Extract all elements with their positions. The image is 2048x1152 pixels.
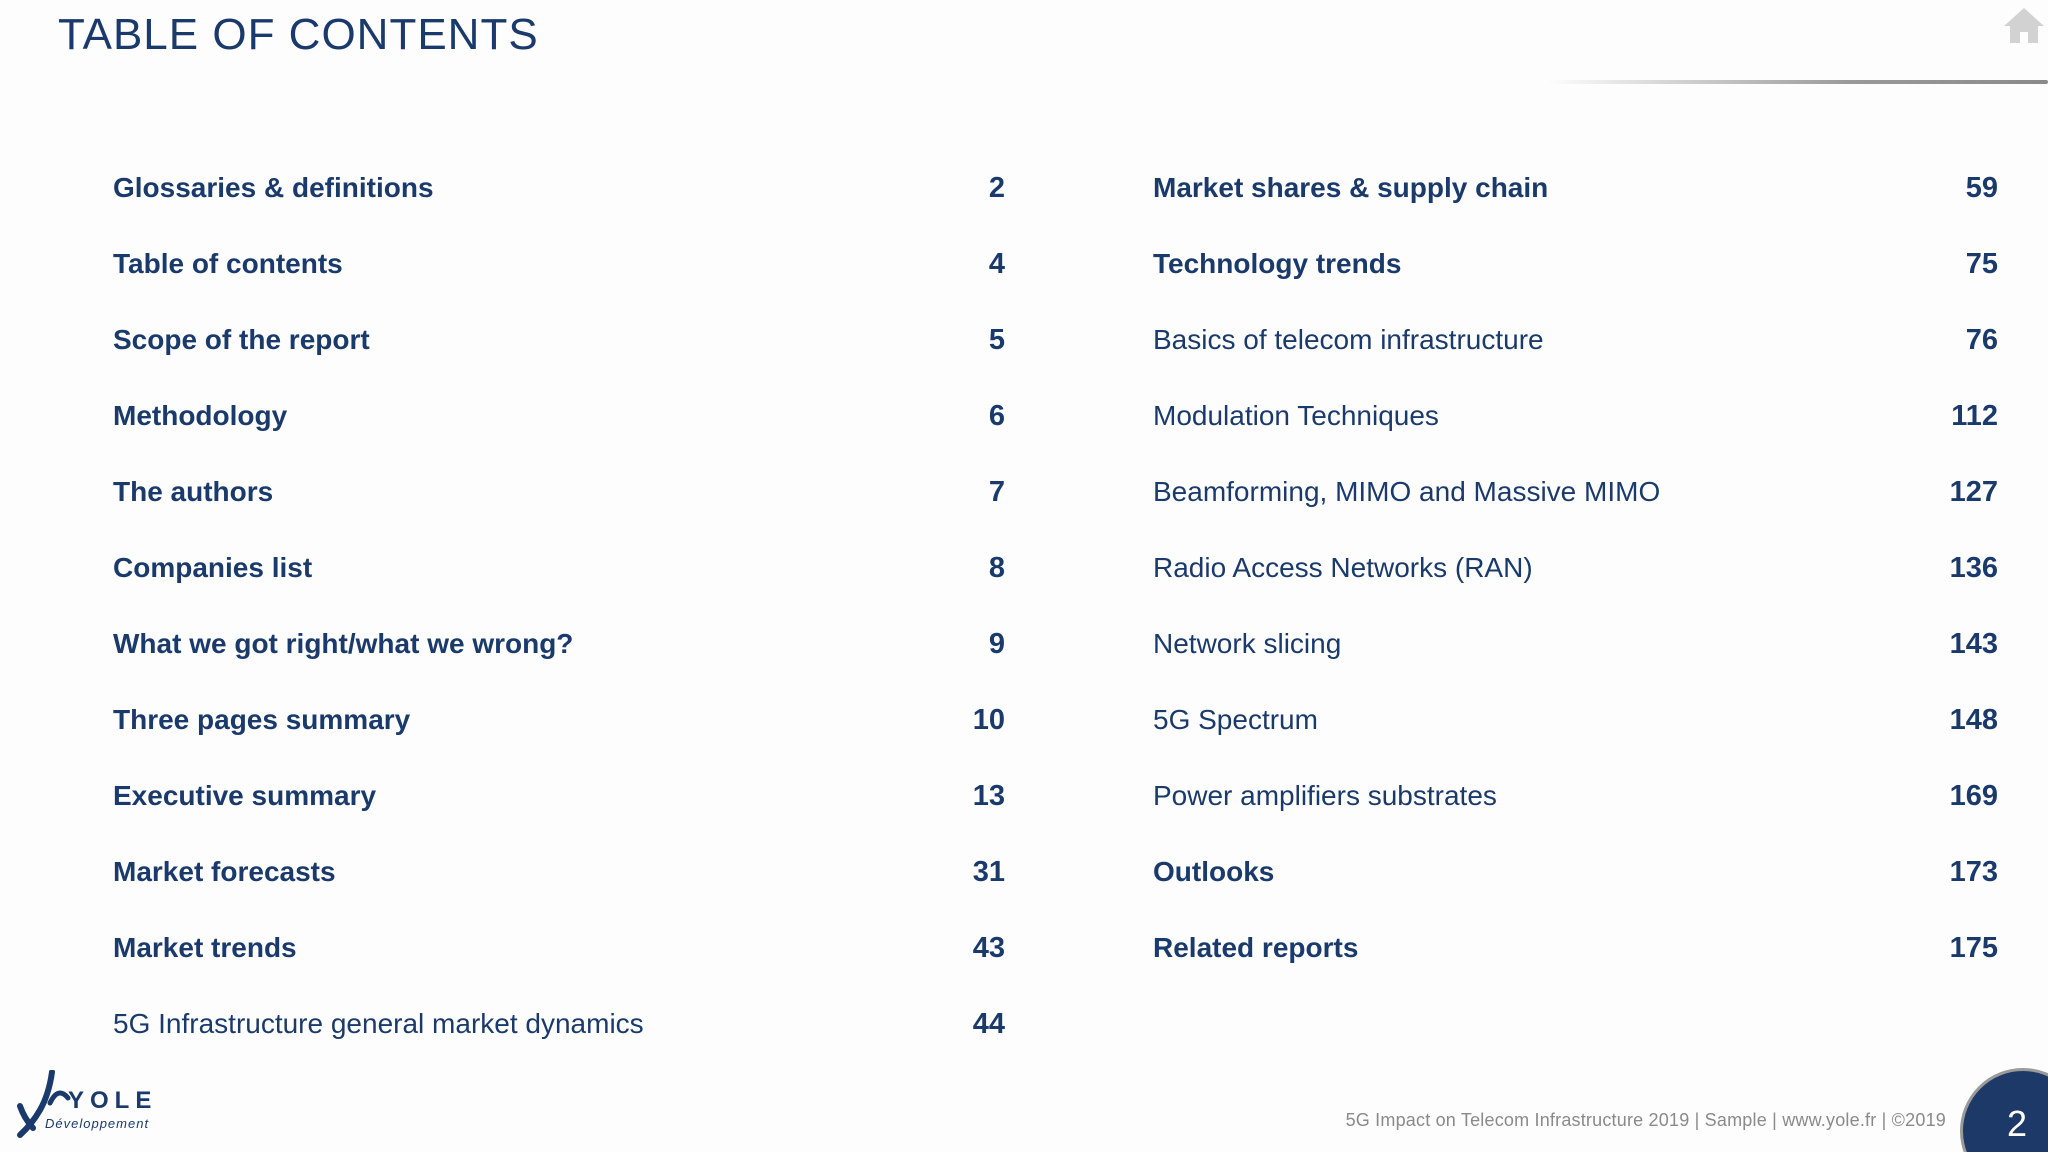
toc-entry[interactable]: Technology trends 75: [1153, 226, 1998, 302]
toc-entry-label: Methodology: [113, 400, 288, 431]
toc-entry-label: 5G Infrastructure general market dynamic…: [113, 1008, 644, 1039]
toc-entry-page: 148: [1949, 703, 1998, 736]
toc-entry-page: 6: [988, 399, 1005, 432]
toc-entry[interactable]: Network slicing 143: [1153, 606, 1998, 682]
toc-entry[interactable]: Related reports 175: [1153, 910, 1998, 986]
toc-entry[interactable]: Executive summary 13: [113, 758, 1005, 834]
toc-entry[interactable]: Basics of telecom infrastructure 76: [1153, 302, 1998, 378]
toc-entry-page: 8: [988, 551, 1005, 584]
toc-entry[interactable]: 5G Spectrum 148: [1153, 682, 1998, 758]
toc-entry[interactable]: Three pages summary 10: [113, 682, 1005, 758]
toc-entry-page: 143: [1949, 627, 1998, 660]
toc-entry[interactable]: Power amplifiers substrates 169: [1153, 758, 1998, 834]
toc-entry[interactable]: Beamforming, MIMO and Massive MIMO 127: [1153, 454, 1998, 530]
toc-entry-page: 5: [988, 323, 1005, 356]
toc-entry[interactable]: Companies list 8: [113, 530, 1005, 606]
toc-entry-page: 4: [988, 247, 1005, 280]
toc-entry[interactable]: Outlooks 173: [1153, 834, 1998, 910]
toc-entry[interactable]: Market trends 43: [113, 910, 1005, 986]
yole-logo-mark: [17, 1070, 71, 1138]
toc-entry-label: Market forecasts: [113, 856, 336, 887]
toc-entry-page: 44: [972, 1007, 1005, 1040]
toc-entry[interactable]: Market forecasts 31: [113, 834, 1005, 910]
page-number-badge: 2: [1960, 1068, 2048, 1152]
toc-column-right: Market shares & supply chain 59 Technolo…: [1153, 150, 1998, 986]
toc-entry-page: 7: [988, 475, 1005, 508]
page-title: TABLE OF CONTENTS: [58, 10, 539, 59]
toc-entry-page: 175: [1949, 931, 1998, 964]
toc-entry-label: Technology trends: [1153, 248, 1402, 279]
toc-entry-page: 59: [1965, 171, 1998, 204]
toc-entry[interactable]: Glossaries & definitions 2: [113, 150, 1005, 226]
toc-entry[interactable]: Modulation Techniques 112: [1153, 378, 1998, 454]
toc-entry-page: 136: [1949, 551, 1998, 584]
toc-entry-label: What we got right/what we wrong?: [113, 628, 574, 659]
toc-entry-label: The authors: [113, 476, 274, 507]
toc-entry-label: Power amplifiers substrates: [1153, 780, 1497, 811]
toc-entry[interactable]: The authors 7: [113, 454, 1005, 530]
toc-entry-page: 112: [1951, 399, 1998, 432]
toc-entry-label: Radio Access Networks (RAN): [1153, 552, 1533, 583]
footer-report-info: 5G Impact on Telecom Infrastructure 2019…: [1345, 1110, 1946, 1130]
toc-entry-page: 2: [988, 171, 1005, 204]
toc-entry-label: Network slicing: [1153, 628, 1342, 659]
toc-entry-label: Market trends: [113, 932, 297, 963]
toc-entry-label: Companies list: [113, 552, 313, 583]
toc-entry[interactable]: Methodology 6: [113, 378, 1005, 454]
toc-entry-label: Executive summary: [113, 780, 377, 811]
page-number: 2: [2006, 1103, 2028, 1144]
toc-entry-label: Beamforming, MIMO and Massive MIMO: [1153, 476, 1661, 507]
toc-entry[interactable]: Radio Access Networks (RAN) 136: [1153, 530, 1998, 606]
toc-entry-label: Modulation Techniques: [1153, 400, 1439, 431]
toc-entry-page: 9: [988, 627, 1005, 660]
toc-entry-label: Outlooks: [1153, 856, 1275, 887]
toc-entry-label: Glossaries & definitions: [113, 172, 434, 203]
toc-entry-page: 13: [972, 779, 1005, 812]
yole-logo-subtitle: Développement: [45, 1116, 149, 1131]
toc-entry-label: Scope of the report: [113, 324, 370, 355]
yole-logo-name: YOLE: [68, 1087, 157, 1114]
toc-entry-page: 76: [1965, 323, 1998, 356]
toc-entry-label: Related reports: [1153, 932, 1359, 963]
toc-entry-label: Basics of telecom infrastructure: [1153, 324, 1544, 355]
toc-entry[interactable]: 5G Infrastructure general market dynamic…: [113, 986, 1005, 1062]
toc-entry-page: 10: [972, 703, 1005, 736]
toc-entry-label: Three pages summary: [113, 704, 411, 735]
header-divider: [1548, 80, 2048, 84]
toc-entry-page: 127: [1949, 475, 1998, 508]
toc-column-left: Glossaries & definitions 2 Table of cont…: [113, 150, 1005, 1062]
toc-entry[interactable]: Scope of the report 5: [113, 302, 1005, 378]
toc-entry-page: 43: [972, 931, 1005, 964]
toc-entry-page: 75: [1965, 247, 1998, 280]
toc-entry-label: 5G Spectrum: [1153, 704, 1318, 735]
toc-entry[interactable]: Market shares & supply chain 59: [1153, 150, 1998, 226]
home-icon[interactable]: [2002, 3, 2046, 47]
toc-entry-page: 169: [1949, 779, 1998, 812]
toc-entry-page: 31: [972, 855, 1005, 888]
toc-entry[interactable]: What we got right/what we wrong? 9: [113, 606, 1005, 682]
toc-entry-label: Table of contents: [113, 248, 343, 279]
toc-entry[interactable]: Table of contents 4: [113, 226, 1005, 302]
yole-logo: YOLE Développement: [17, 1070, 157, 1138]
toc-entry-page: 173: [1949, 855, 1998, 888]
toc-entry-label: Market shares & supply chain: [1153, 172, 1549, 203]
